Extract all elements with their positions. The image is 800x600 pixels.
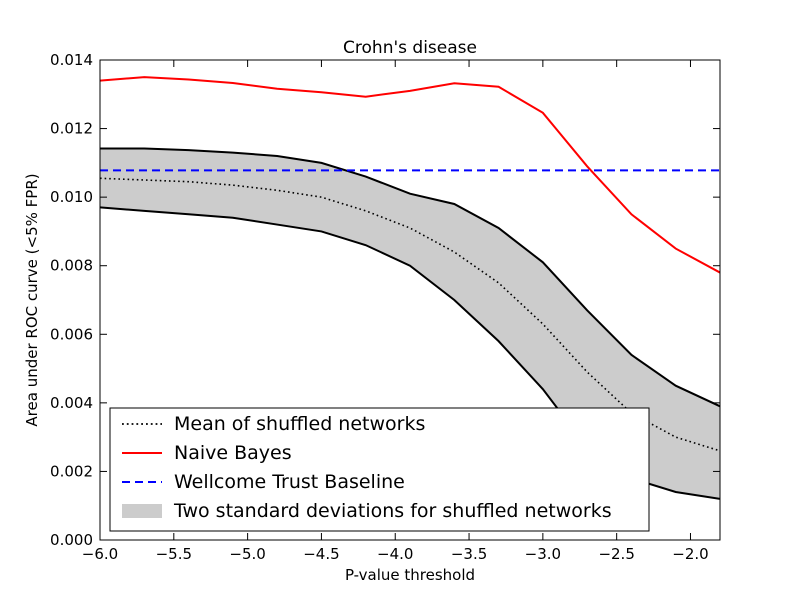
x-tick-label: −3.0: [525, 545, 561, 563]
y-tick-label: 0.004: [50, 394, 93, 412]
y-tick-label: 0.002: [50, 462, 93, 480]
x-tick-label: −6.0: [82, 545, 118, 563]
legend: Mean of shuffled networks Naive Bayes We…: [109, 407, 650, 532]
x-tick-label: −2.0: [672, 545, 708, 563]
legend-wellcome-label: Wellcome Trust Baseline: [174, 471, 405, 493]
y-tick-label: 0.014: [50, 51, 93, 69]
legend-band-label: Two standard deviations for shuffled net…: [173, 500, 612, 522]
x-tick-label: −4.5: [303, 545, 339, 563]
y-tick-label: 0.000: [50, 531, 93, 549]
y-tick-label: 0.012: [50, 120, 93, 138]
y-axis-label: Area under ROC curve (<5% FPR): [23, 173, 41, 426]
x-tick-label: −5.0: [229, 545, 265, 563]
y-tick-label: 0.008: [50, 257, 93, 275]
x-axis-ticks: −6.0 −5.5 −5.0 −4.5 −4.0 −3.5 −3.0 −2.5 −2.0: [82, 60, 709, 563]
x-tick-label: −5.5: [156, 545, 192, 563]
std-band-upper-line: [100, 147, 720, 408]
x-tick-label: −4.0: [377, 545, 413, 563]
y-tick-label: 0.006: [50, 325, 93, 343]
x-tick-label: −2.5: [598, 545, 634, 563]
x-axis-label: P-value threshold: [345, 566, 475, 584]
legend-naive-bayes-label: Naive Bayes: [174, 442, 292, 464]
plot-frame: [99, 59, 721, 541]
legend-band-swatch: [122, 504, 162, 518]
y-axis-ticks: 0.000 0.002 0.004 0.006 0.008 0.010 0.012 0.014: [50, 51, 720, 549]
series-naive-bayes: [100, 76, 720, 274]
legend-mean-label: Mean of shuffled networks: [174, 413, 425, 435]
y-tick-label: 0.010: [50, 188, 93, 206]
legend-box: [109, 407, 650, 532]
x-tick-label: −3.5: [451, 545, 487, 563]
chart-title: Crohn's disease: [343, 38, 477, 58]
